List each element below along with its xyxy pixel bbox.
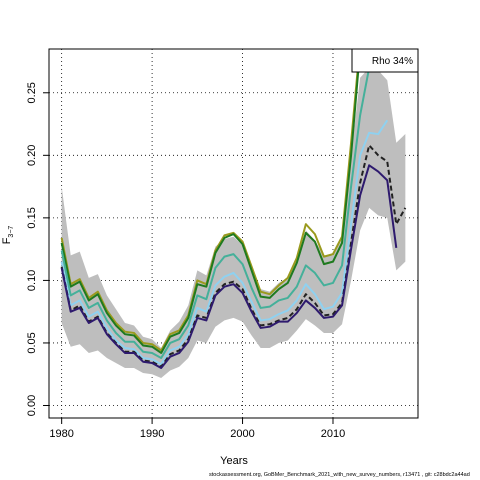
y-tick-label-1: 0.05 xyxy=(26,332,38,353)
x-tick-label-2010: 2010 xyxy=(321,428,345,440)
x-tick-label-1990: 1990 xyxy=(140,428,164,440)
footer-source: stockassessment.org, GoBMer_Benchmark_20… xyxy=(209,472,470,478)
y-tick-label-2: 0.10 xyxy=(26,270,38,291)
y-axis-title-sub: 3−7 xyxy=(8,226,15,238)
x-axis-title: Years xyxy=(220,455,248,467)
series-line-4 xyxy=(60,119,389,366)
y-tick-label-4: 0.20 xyxy=(26,145,38,166)
legend-text: Rho 34% xyxy=(372,56,413,67)
series-line-3 xyxy=(60,49,378,359)
y-tick-label-5: 0.25 xyxy=(26,82,38,103)
plot-frame xyxy=(48,48,419,419)
series-lines xyxy=(60,49,407,369)
y-axis: 0.00 0.05 0.10 0.15 0.20 0.25 xyxy=(26,82,49,416)
svg-text:F3−7: F3−7 xyxy=(1,226,15,245)
series-line-6 xyxy=(60,164,398,369)
y-tick-label-0: 0.00 xyxy=(26,395,38,416)
y-axis-title-main: F xyxy=(1,237,13,244)
legend: Rho 34% xyxy=(351,48,419,73)
x-axis: 1980 1990 2000 2010 xyxy=(49,418,345,440)
x-tick-label-2000: 2000 xyxy=(230,428,254,440)
y-axis-title: F3−7 xyxy=(1,226,15,245)
series-line-2 xyxy=(60,49,362,354)
y-tick-label-3: 0.15 xyxy=(26,207,38,228)
x-tick-label-1980: 1980 xyxy=(49,428,73,440)
